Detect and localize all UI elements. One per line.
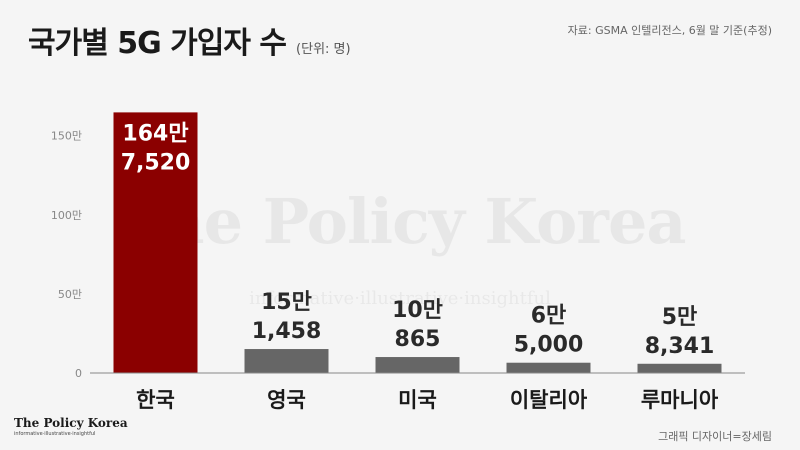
source-note: 자료: GSMA 인텔리전스, 6월 말 기준(추정) bbox=[567, 24, 772, 37]
data-label: 10만 bbox=[392, 298, 443, 323]
x-tick-label: 이탈리아 bbox=[510, 388, 588, 412]
logo-tagline: informative·illustrative·insightful bbox=[14, 431, 96, 437]
x-tick-label: 한국 bbox=[136, 388, 175, 412]
bar bbox=[113, 112, 198, 374]
data-label: 6만 bbox=[531, 304, 567, 329]
y-tick-label: 50만 bbox=[58, 288, 82, 301]
data-label: 5만 bbox=[662, 305, 698, 330]
x-tick-label: 루마니아 bbox=[641, 388, 719, 412]
y-tick-label: 150만 bbox=[51, 130, 82, 143]
title-area: 국가별 5G 가입자 수 (단위: 명) bbox=[28, 18, 351, 62]
y-tick-label: 100만 bbox=[51, 209, 82, 222]
data-label: 164만 bbox=[122, 121, 188, 146]
logo-name: The Policy Korea bbox=[14, 416, 128, 430]
unit-label: (단위: 명) bbox=[296, 42, 351, 57]
bar bbox=[375, 357, 460, 373]
x-tick-label: 영국 bbox=[267, 388, 306, 412]
data-label: 5,000 bbox=[514, 333, 584, 358]
x-tick-label: 미국 bbox=[398, 388, 437, 412]
watermark-text: The Policy Korea bbox=[114, 185, 686, 258]
chart-title: 국가별 5G 가입자 수 bbox=[28, 26, 287, 61]
data-label: 865 bbox=[395, 327, 441, 352]
data-label: 8,341 bbox=[645, 334, 715, 359]
bar bbox=[506, 362, 591, 373]
data-label: 7,520 bbox=[121, 150, 191, 175]
watermark-tagline: informative·illustrative·insightful bbox=[249, 288, 551, 309]
data-label: 1,458 bbox=[252, 319, 322, 344]
y-tick-label: 0 bbox=[75, 367, 82, 380]
designer-credit: 그래픽 디자이너=장세림 bbox=[658, 430, 772, 443]
bar bbox=[244, 349, 329, 373]
bar bbox=[637, 363, 722, 373]
data-label: 15만 bbox=[261, 290, 312, 315]
publisher-logo: The Policy Korea informative·illustrativ… bbox=[14, 416, 128, 437]
